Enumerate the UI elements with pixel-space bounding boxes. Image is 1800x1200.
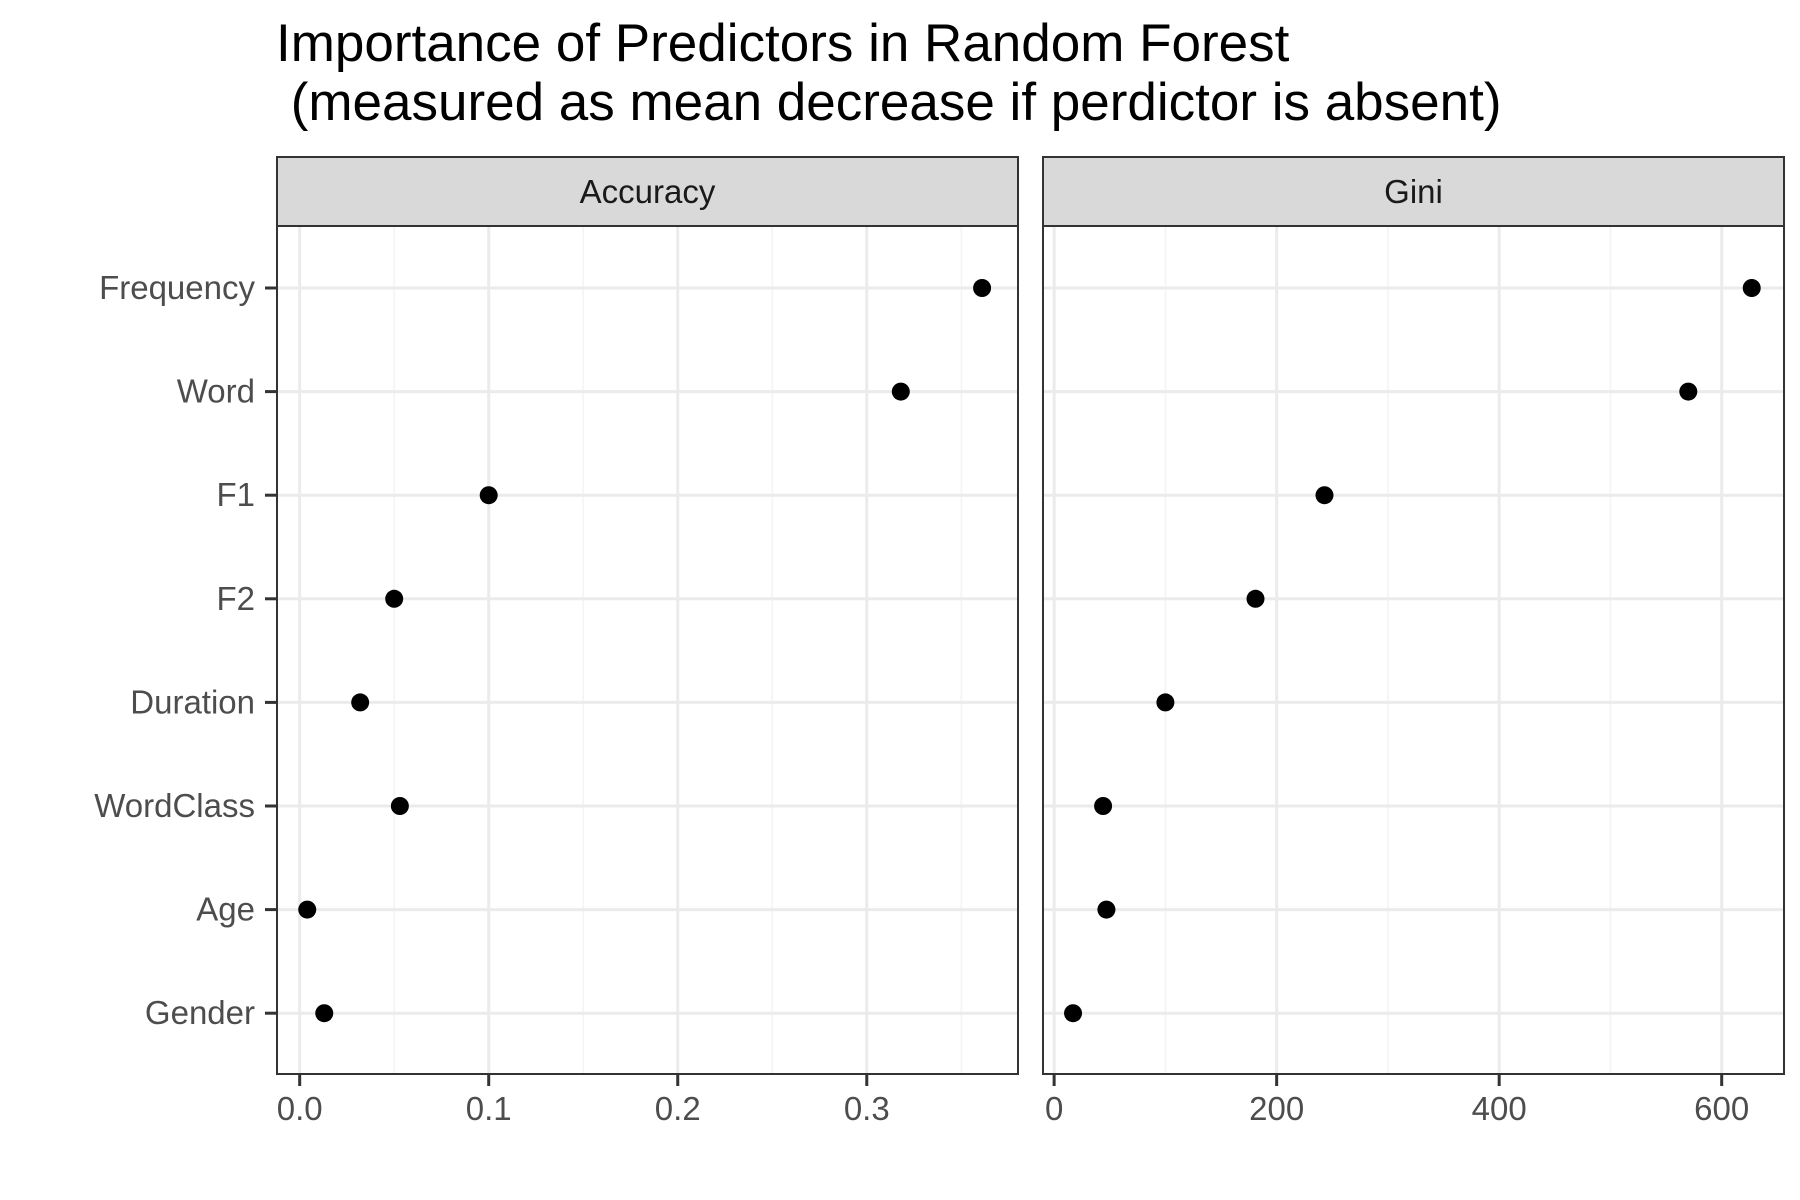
y-tick-label-frequency: Frequency <box>99 269 255 306</box>
point-gini-word <box>1679 382 1698 401</box>
x-tick-label-gini: 400 <box>1472 1090 1527 1127</box>
point-gini-wordclass <box>1094 797 1113 815</box>
point-accuracy-frequency <box>973 279 992 297</box>
facet-strip-label-accuracy: Accuracy <box>580 173 716 210</box>
point-gini-f1 <box>1315 486 1334 505</box>
y-tick-label-f2: F2 <box>216 580 255 617</box>
point-accuracy-word <box>891 382 910 401</box>
y-tick-label-age: Age <box>196 891 255 928</box>
y-tick-label-wordclass: WordClass <box>94 787 255 824</box>
facet-strip-label-gini: Gini <box>1384 173 1443 210</box>
x-tick-label-gini: 600 <box>1694 1090 1749 1127</box>
point-accuracy-age <box>298 900 317 919</box>
y-tick-label-duration: Duration <box>130 683 255 720</box>
x-tick-label-gini: 0 <box>1045 1090 1063 1127</box>
point-gini-frequency <box>1742 279 1761 297</box>
panel-accuracy-background <box>277 226 1018 1074</box>
chart-title-line1: Importance of Predictors in Random Fores… <box>276 14 1290 73</box>
x-tick-label-accuracy: 0.0 <box>277 1090 323 1127</box>
facet-strip-accuracy <box>276 156 1019 227</box>
point-gini-age <box>1097 900 1116 919</box>
y-tick-label-word: Word <box>177 373 255 410</box>
point-accuracy-duration <box>351 693 370 712</box>
y-tick-label-gender: Gender <box>145 994 255 1031</box>
x-tick-label-accuracy: 0.1 <box>466 1090 512 1127</box>
point-accuracy-f2 <box>385 589 404 608</box>
x-tick-label-accuracy: 0.3 <box>844 1090 890 1127</box>
y-tick-label-f1: F1 <box>216 476 255 513</box>
x-tick-label-accuracy: 0.2 <box>655 1090 701 1127</box>
chart-title-line2: (measured as mean decrease if perdictor … <box>276 73 1502 132</box>
facet-strip-gini <box>1042 156 1785 227</box>
point-gini-duration <box>1156 693 1175 712</box>
point-gini-gender <box>1064 1004 1083 1023</box>
x-tick-label-gini: 200 <box>1249 1090 1304 1127</box>
chart-title: Importance of Predictors in Random Fores… <box>276 14 1501 132</box>
point-accuracy-gender <box>315 1004 334 1023</box>
point-accuracy-wordclass <box>390 797 409 815</box>
point-gini-f2 <box>1246 589 1265 608</box>
panel-gini-background <box>1043 226 1784 1074</box>
point-accuracy-f1 <box>479 486 498 505</box>
